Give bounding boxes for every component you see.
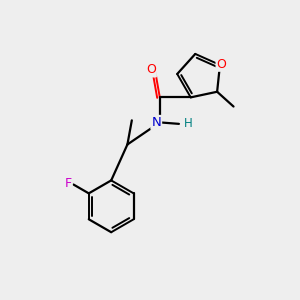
Text: O: O <box>217 58 226 71</box>
Text: O: O <box>146 64 156 76</box>
Text: N: N <box>152 116 161 129</box>
Text: H: H <box>184 117 193 130</box>
Text: F: F <box>64 177 72 190</box>
